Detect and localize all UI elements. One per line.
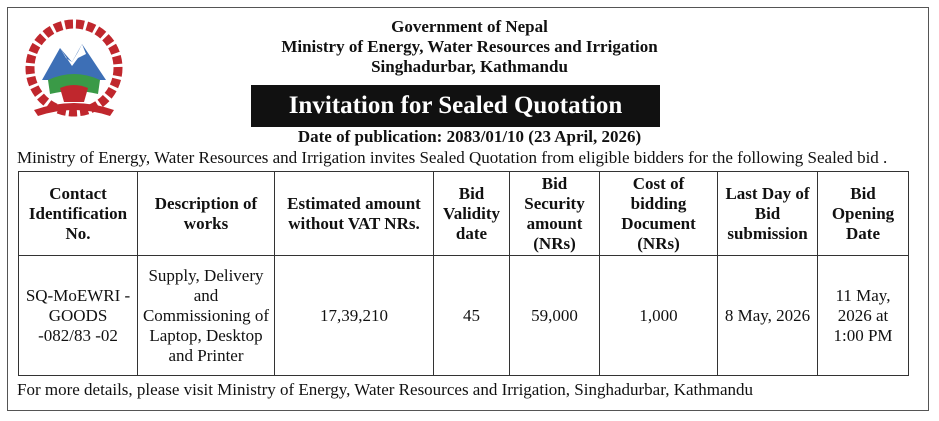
- cell: 8 May, 2026: [717, 255, 818, 376]
- cell: Supply, Delivery and Commissioning of La…: [137, 255, 275, 376]
- cell: 59,000: [509, 255, 600, 376]
- header-line: Ministry of Energy, Water Resources and …: [281, 37, 658, 56]
- intro-text: Ministry of Energy, Water Resources and …: [17, 148, 888, 167]
- bid-table: Contact Identification No. Description o…: [18, 171, 909, 376]
- cell: 45: [433, 255, 510, 376]
- column-header: Contact Identification No.: [18, 171, 138, 256]
- publication-date: Date of publication: 2083/01/10 (23 Apri…: [297, 127, 642, 146]
- column-header: Bid Opening Date: [817, 171, 909, 256]
- column-header: Estimated amount without VAT NRs.: [274, 171, 434, 256]
- cell: SQ-MoEWRI -GOODS -082/83 -02: [18, 255, 138, 376]
- data-row: SQ-MoEWRI -GOODS -082/83 -02 Supply, Del…: [18, 255, 909, 376]
- column-header: Description of works: [137, 171, 275, 256]
- column-header: Last Day of Bid submission: [717, 171, 818, 256]
- column-header: Bid Validity date: [433, 171, 510, 256]
- notice-border: [7, 7, 929, 411]
- cell: 17,39,210: [274, 255, 434, 376]
- cell: 11 May, 2026 at 1:00 PM: [817, 255, 909, 376]
- emblem: [25, 19, 123, 117]
- header-line: Singhadurbar, Kathmandu: [371, 57, 568, 76]
- header-line: Government of Nepal: [391, 17, 548, 36]
- column-header: Cost of bidding Document (NRs): [599, 171, 718, 256]
- notice-title: Invitation for Sealed Quotation: [251, 85, 660, 127]
- column-header: Bid Security amount (NRs): [509, 171, 600, 256]
- header-row: Contact Identification No. Description o…: [18, 171, 909, 256]
- cell: 1,000: [599, 255, 718, 376]
- footer-text: For more details, please visit Ministry …: [17, 380, 754, 399]
